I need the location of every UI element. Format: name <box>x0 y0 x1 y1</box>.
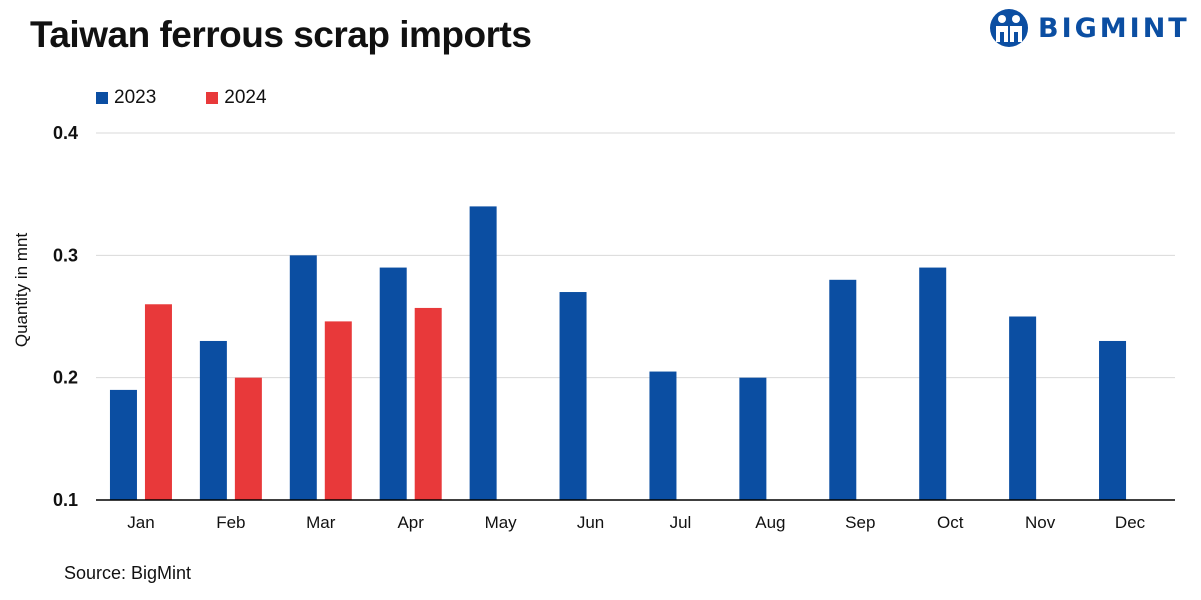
bar-2023-nov <box>1009 316 1037 500</box>
x-tick-label: Oct <box>937 513 964 532</box>
legend-item-2023: 2023 <box>96 87 156 109</box>
bar-2024-feb <box>234 377 262 500</box>
bar-2024-apr <box>414 307 442 500</box>
bar-2023-dec <box>1099 340 1127 500</box>
source-note: Source: BigMint <box>64 563 192 583</box>
bar-2023-feb <box>199 340 227 500</box>
x-tick-label: Jun <box>577 513 604 532</box>
chart-title: Taiwan ferrous scrap imports <box>30 14 532 55</box>
x-tick-label: Apr <box>397 513 424 532</box>
legend-label-2024: 2024 <box>224 87 267 108</box>
brand-logo: BIGMINT <box>988 6 1190 50</box>
brand-name: BIGMINT <box>1038 12 1190 44</box>
y-axis-label: Quantity in mnt <box>12 233 31 348</box>
x-tick-label: Jul <box>670 513 692 532</box>
legend-swatch-2024 <box>206 92 219 104</box>
brand-logo-icon <box>990 9 1028 47</box>
x-tick-label: Feb <box>216 513 245 532</box>
x-tick-label: Aug <box>755 513 785 532</box>
legend-item-2024: 2024 <box>206 87 267 109</box>
y-tick-label: 0.4 <box>53 123 78 143</box>
x-tick-label: Mar <box>306 513 336 532</box>
x-tick-label: May <box>485 513 518 532</box>
bar-2023-sep <box>829 279 857 500</box>
bar-2024-jan <box>144 304 172 500</box>
bar-2023-apr <box>379 267 407 500</box>
y-tick-label: 0.1 <box>53 490 78 510</box>
bar-2023-aug <box>739 377 767 500</box>
bar-2023-may <box>469 206 497 500</box>
x-tick-label: Nov <box>1025 513 1056 532</box>
y-tick-label: 0.2 <box>53 368 78 388</box>
bar-2023-jan <box>109 389 137 500</box>
x-tick-label: Dec <box>1115 513 1146 532</box>
bar-2023-jul <box>649 371 677 500</box>
legend-label-2023: 2023 <box>114 87 157 108</box>
legend: 2023 2024 <box>96 87 267 109</box>
x-tick-label: Jan <box>127 513 154 532</box>
legend-swatch-2023 <box>96 92 108 104</box>
y-tick-label: 0.3 <box>53 245 78 265</box>
bar-2023-oct <box>919 267 947 500</box>
bar-2024-mar <box>324 321 352 500</box>
x-tick-label: Sep <box>845 513 875 532</box>
bar-2023-jun <box>559 292 587 500</box>
bar-2023-mar <box>289 255 317 500</box>
